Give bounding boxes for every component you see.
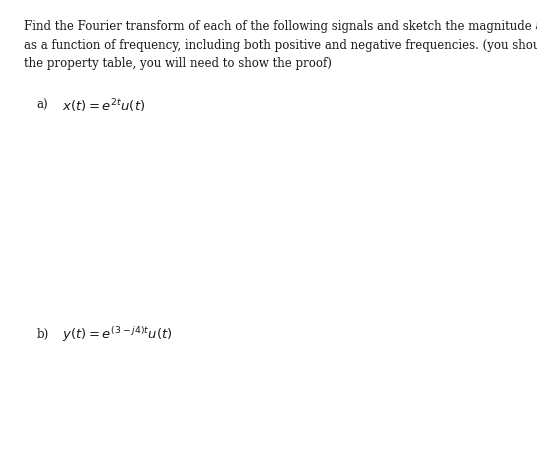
Text: $x(t) = e^{2t}u(t)$: $x(t) = e^{2t}u(t)$ — [62, 97, 145, 115]
Text: Find the Fourier transform of each of the following signals and sketch the magni: Find the Fourier transform of each of th… — [24, 20, 537, 70]
Text: $y(t) = e^{(3-j4)t}u(t)$: $y(t) = e^{(3-j4)t}u(t)$ — [62, 325, 172, 344]
Text: a): a) — [37, 99, 48, 112]
Text: b): b) — [37, 327, 49, 340]
